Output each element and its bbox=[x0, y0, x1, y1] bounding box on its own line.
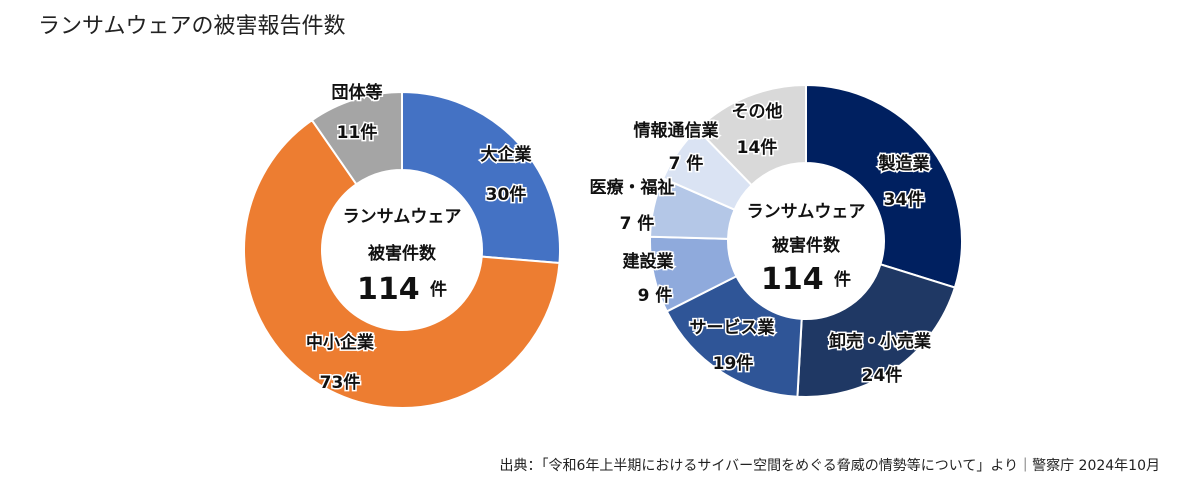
source-note: 出典：「令和6年上半期におけるサイバー空間をめぐる脅威の情勢等について」より｜警… bbox=[499, 458, 1160, 474]
slice-label: 医療・福祉 bbox=[590, 177, 675, 198]
center-label: ランサムウェア bbox=[343, 207, 462, 227]
center-total: 114 件 bbox=[761, 262, 851, 297]
slice-卸売・小売業 bbox=[796, 263, 957, 398]
slice-label: 団体等 bbox=[332, 82, 383, 103]
slice-label: 製造業 bbox=[878, 153, 930, 174]
slice-大企業 bbox=[401, 90, 561, 265]
slice-value-label: 19件 bbox=[713, 353, 754, 374]
slice-団体等 bbox=[310, 90, 403, 186]
page-title: ランサムウェアの被害報告件数 bbox=[38, 14, 346, 39]
slice-value-label: 73件 bbox=[320, 372, 361, 393]
total-value: 114 bbox=[357, 272, 430, 307]
slice-value-label: 34件 bbox=[884, 189, 925, 210]
slice-value-label: 30件 bbox=[486, 184, 527, 205]
slice-value-label: 9 件 bbox=[638, 285, 673, 306]
slice-value-label: 7 件 bbox=[620, 213, 655, 234]
slice-その他 bbox=[695, 83, 807, 187]
total-unit: 件 bbox=[430, 279, 447, 300]
slice-label: 情報通信業 bbox=[634, 120, 719, 141]
slice-中小企業 bbox=[243, 118, 561, 409]
slice-value-label: 14件 bbox=[737, 137, 778, 158]
total-unit: 件 bbox=[834, 269, 851, 290]
slice-製造業 bbox=[805, 83, 963, 289]
slice-value-label: 7 件 bbox=[669, 153, 704, 174]
slice-value-label: 24件 bbox=[862, 365, 903, 386]
center-sublabel: 被害件数 bbox=[368, 243, 437, 264]
slice-label: サービス業 bbox=[690, 317, 775, 338]
slice-label: 建設業 bbox=[623, 251, 674, 272]
slice-value-label: 11件 bbox=[337, 122, 378, 143]
slice-label: 卸売・小売業 bbox=[829, 331, 931, 352]
center-label: ランサムウェア bbox=[747, 202, 866, 222]
center-sublabel: 被害件数 bbox=[772, 235, 841, 256]
total-value: 114 bbox=[761, 262, 834, 297]
slice-label: 中小企業 bbox=[306, 332, 374, 353]
slice-label: 大企業 bbox=[481, 144, 532, 165]
slice-label: その他 bbox=[732, 101, 783, 122]
center-total: 114 件 bbox=[357, 272, 447, 307]
